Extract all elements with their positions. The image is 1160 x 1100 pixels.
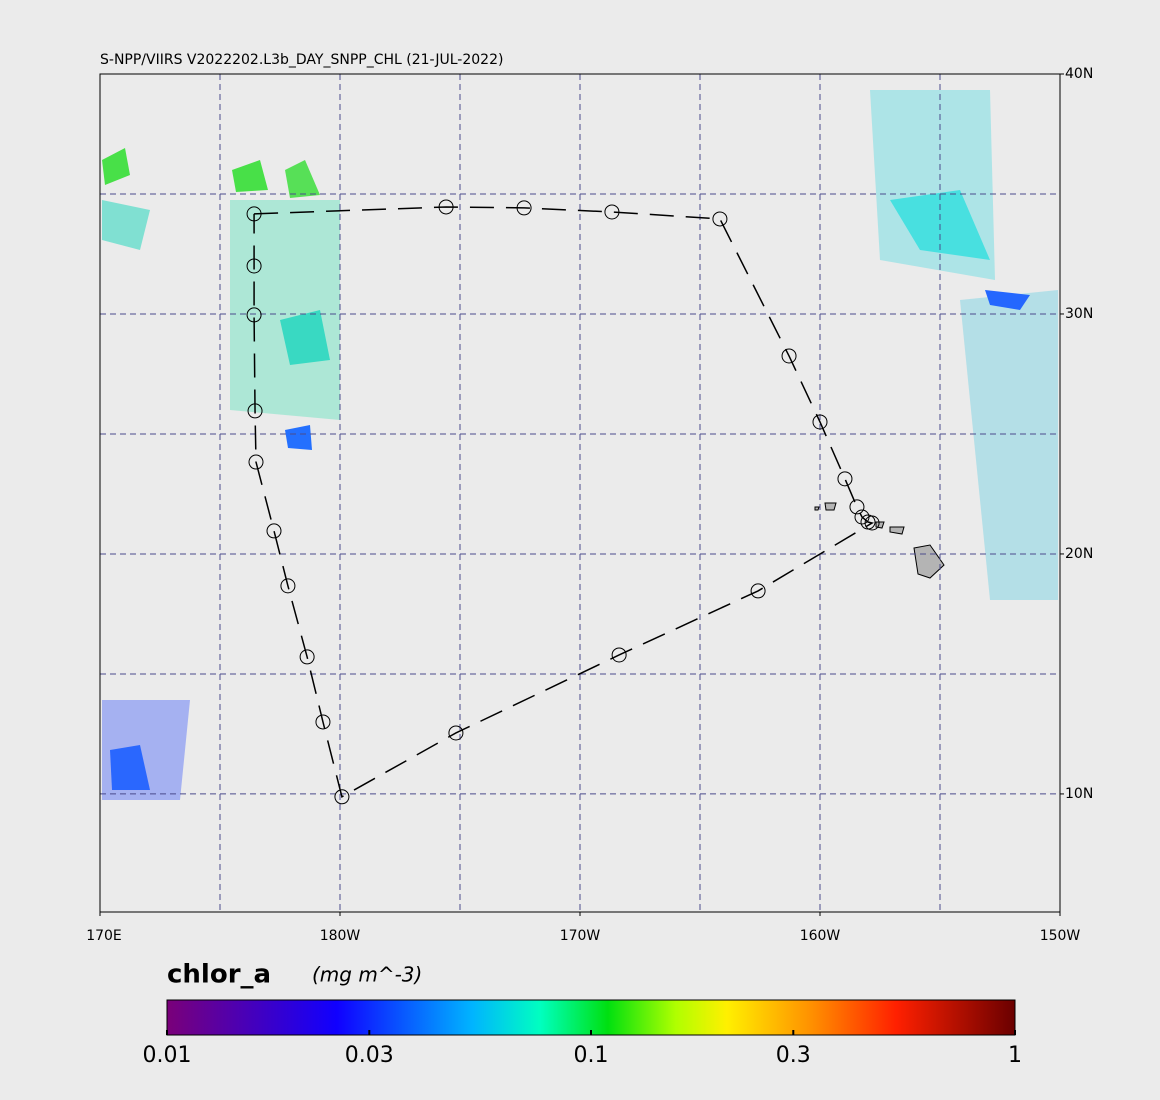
station — [280, 578, 296, 594]
station — [837, 471, 853, 487]
colorbar-tick-label: 0.1 — [574, 1043, 609, 1068]
station — [246, 206, 262, 222]
station — [812, 414, 828, 430]
cruise-track — [253, 206, 875, 798]
station — [299, 649, 315, 665]
station — [864, 515, 880, 531]
colorbar-units: (mg m^-3) — [312, 963, 422, 987]
station — [248, 454, 264, 470]
station — [438, 199, 454, 215]
colorbar-tick-label: 0.3 — [776, 1043, 811, 1068]
station — [246, 307, 262, 323]
station — [849, 499, 865, 515]
x-tick-label: 170E — [86, 928, 122, 944]
map-title: S-NPP/VIIRS V2022202.L3b_DAY_SNPP_CHL (2… — [100, 52, 503, 68]
colorbar-tick-label: 0.01 — [143, 1043, 192, 1068]
station — [516, 200, 532, 216]
y-tick-label: 30N — [1065, 306, 1093, 322]
colorbar-tick-label: 1 — [1008, 1043, 1022, 1068]
station — [448, 725, 464, 741]
track — [246, 199, 880, 805]
station — [334, 789, 350, 805]
station — [247, 403, 263, 419]
colorbar — [166, 999, 1016, 1036]
station — [750, 583, 766, 599]
station — [611, 647, 627, 663]
grid — [100, 74, 1060, 912]
y-tick-label: 20N — [1065, 546, 1093, 562]
x-tick-label: 150W — [1040, 928, 1081, 944]
x-tick-label: 180W — [320, 928, 361, 944]
station — [246, 258, 262, 274]
station — [781, 348, 797, 364]
y-tick-label: 10N — [1065, 786, 1093, 802]
colorbar-tick-label: 0.03 — [345, 1043, 394, 1068]
colorbar-label: chlor_a — [167, 960, 271, 990]
chlorophyll-patches — [102, 90, 1058, 800]
x-tick-label: 160W — [800, 928, 841, 944]
station — [315, 714, 331, 730]
y-tick-label: 40N — [1065, 66, 1093, 82]
x-tick-label: 170W — [560, 928, 601, 944]
station — [266, 523, 282, 539]
station — [712, 211, 728, 227]
station — [604, 204, 620, 220]
